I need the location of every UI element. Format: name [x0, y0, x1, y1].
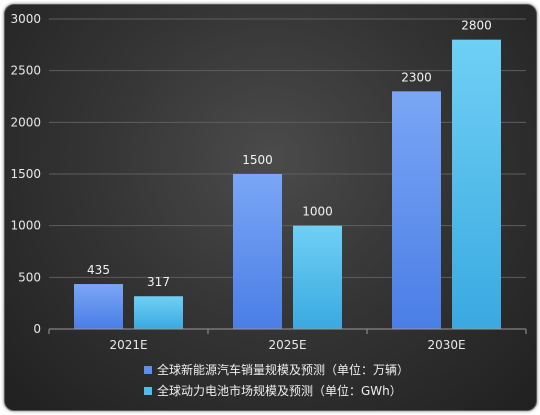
chart-plot: 435 317 1500 1000 2300 2800 0 500 1000 1500 2000 2…	[10, 12, 527, 352]
legend-item-battery-market: 全球动力电池市场规模及预测（单位：GWh）	[144, 380, 409, 401]
bar-vehicle-sales	[74, 284, 123, 329]
data-label: 1500	[242, 153, 273, 167]
chart-frame: 435 317 1500 1000 2300 2800 0 500 1000 1500 2000 2…	[4, 4, 537, 411]
x-tick-label: 2025E	[268, 338, 306, 352]
bar-vehicle-sales	[233, 174, 282, 329]
y-tick-label: 3000	[10, 12, 41, 26]
data-label: 2800	[461, 19, 492, 33]
legend: 全球新能源汽车销量规模及预测（单位：万辆） 全球动力电池市场规模及预测（单位：G…	[144, 359, 409, 401]
y-tick-label: 1000	[10, 219, 41, 233]
data-label: 317	[147, 275, 170, 289]
legend-swatch-vehicle-sales	[144, 365, 152, 374]
x-tick-label: 2021E	[109, 338, 147, 352]
data-label: 435	[87, 263, 110, 277]
data-label: 1000	[302, 205, 333, 219]
y-tick-label: 2500	[10, 64, 41, 78]
y-tick-label: 500	[18, 270, 41, 284]
bar-battery-market	[134, 296, 183, 329]
legend-label-battery-market: 全球动力电池市场规模及预测（单位：GWh）	[157, 384, 402, 398]
bar-battery-market	[452, 39, 501, 330]
y-tick-label: 1500	[10, 167, 41, 181]
legend-label-vehicle-sales: 全球新能源汽车销量规模及预测（单位：万辆）	[157, 363, 410, 377]
bar-vehicle-sales	[392, 91, 441, 329]
y-tick-label: 0	[33, 322, 41, 336]
x-tick-label: 2030E	[427, 338, 465, 352]
bar-battery-market	[293, 225, 342, 329]
data-label: 2300	[401, 70, 432, 84]
y-tick-label: 2000	[10, 115, 41, 129]
legend-swatch-battery-market	[144, 386, 152, 395]
legend-item-vehicle-sales: 全球新能源汽车销量规模及预测（单位：万辆）	[144, 359, 409, 380]
